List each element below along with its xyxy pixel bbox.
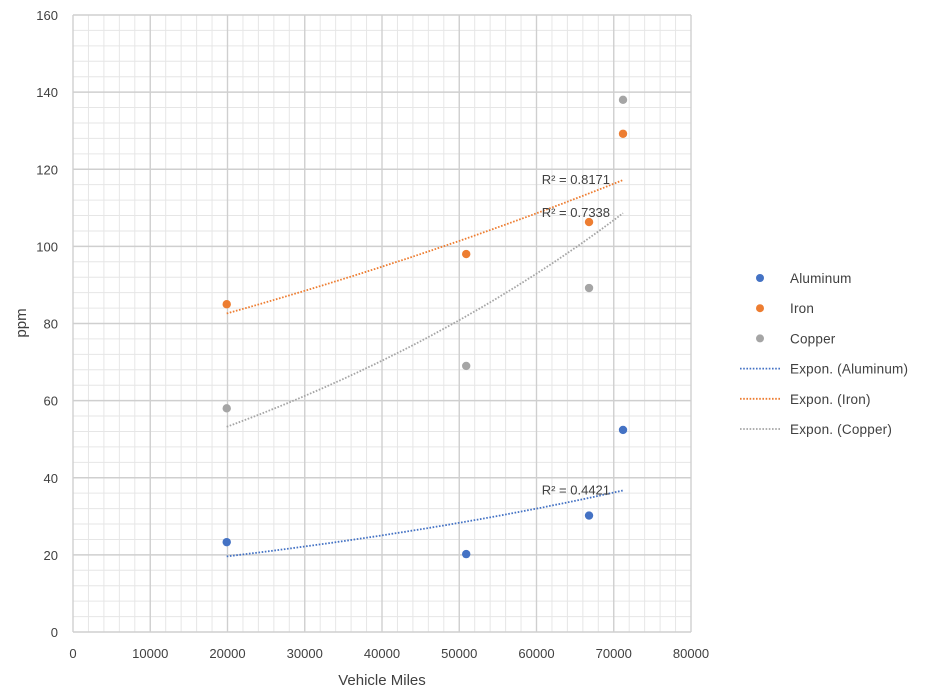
y-tick-label: 100 — [36, 239, 58, 254]
x-tick-label: 30000 — [287, 646, 323, 661]
x-tick-label: 10000 — [132, 646, 168, 661]
y-tick-label: 160 — [36, 8, 58, 23]
y-tick-label: 80 — [44, 317, 58, 332]
point-aluminum — [618, 425, 628, 435]
point-iron — [618, 129, 628, 138]
y-tick-label: 140 — [36, 85, 58, 100]
y-axis-title: ppm — [13, 308, 30, 337]
legend: Aluminum Iron Copper Expon. (Aluminum) Expon… — [740, 271, 908, 437]
point-iron — [222, 300, 231, 309]
x-tick-label: 20000 — [209, 646, 245, 661]
point-iron — [584, 217, 594, 227]
point-iron — [462, 249, 471, 259]
trendlines — [226, 179, 624, 558]
legend-label: Copper — [790, 331, 836, 346]
y-tick-label: 0 — [51, 625, 58, 640]
x-axis-tick-labels: 0 10000 20000 30000 40000 50000 60000 70000 8000… — [69, 646, 709, 661]
point-copper — [222, 404, 231, 413]
r-squared-labels: R² = 0.4421 R² = 0.8171 R² = 0.7338 — [542, 172, 610, 497]
y-tick-label: 20 — [44, 548, 58, 563]
y-tick-label: 120 — [36, 162, 58, 177]
x-tick-label: 80000 — [673, 646, 709, 661]
x-tick-label: 40000 — [364, 646, 400, 661]
r-squared-label: R² = 0.4421 — [542, 482, 610, 497]
legend-marker — [756, 274, 764, 282]
point-copper — [584, 283, 594, 293]
y-tick-label: 60 — [44, 394, 58, 409]
trendline-expon-aluminum — [226, 489, 624, 558]
point-aluminum — [584, 511, 594, 520]
x-tick-label: 70000 — [596, 646, 632, 661]
trendline-expon-copper — [226, 212, 624, 428]
x-axis-title: Vehicle Miles — [338, 672, 426, 689]
major-gridlines — [72, 14, 692, 633]
point-aluminum — [222, 537, 231, 547]
x-tick-label: 60000 — [518, 646, 554, 661]
r-squared-label: R² = 0.8171 — [542, 172, 610, 187]
point-copper — [618, 95, 628, 105]
point-copper — [462, 361, 471, 371]
x-tick-label: 0 — [69, 646, 76, 661]
legend-label: Expon. (Iron) — [790, 392, 871, 407]
legend-label: Expon. (Copper) — [790, 422, 892, 437]
legend-marker — [756, 304, 764, 313]
x-tick-label: 50000 — [441, 646, 477, 661]
y-axis-tick-labels: 0 20 40 60 80 100 120 140 160 — [36, 8, 58, 640]
legend-marker — [756, 334, 764, 343]
r-squared-label: R² = 0.7338 — [542, 205, 610, 220]
legend-label: Expon. (Aluminum) — [790, 362, 908, 377]
y-tick-label: 40 — [44, 471, 58, 486]
data-points — [222, 95, 628, 559]
legend-label: Aluminum — [790, 271, 852, 286]
legend-label: Iron — [790, 301, 814, 316]
point-aluminum — [462, 549, 471, 559]
